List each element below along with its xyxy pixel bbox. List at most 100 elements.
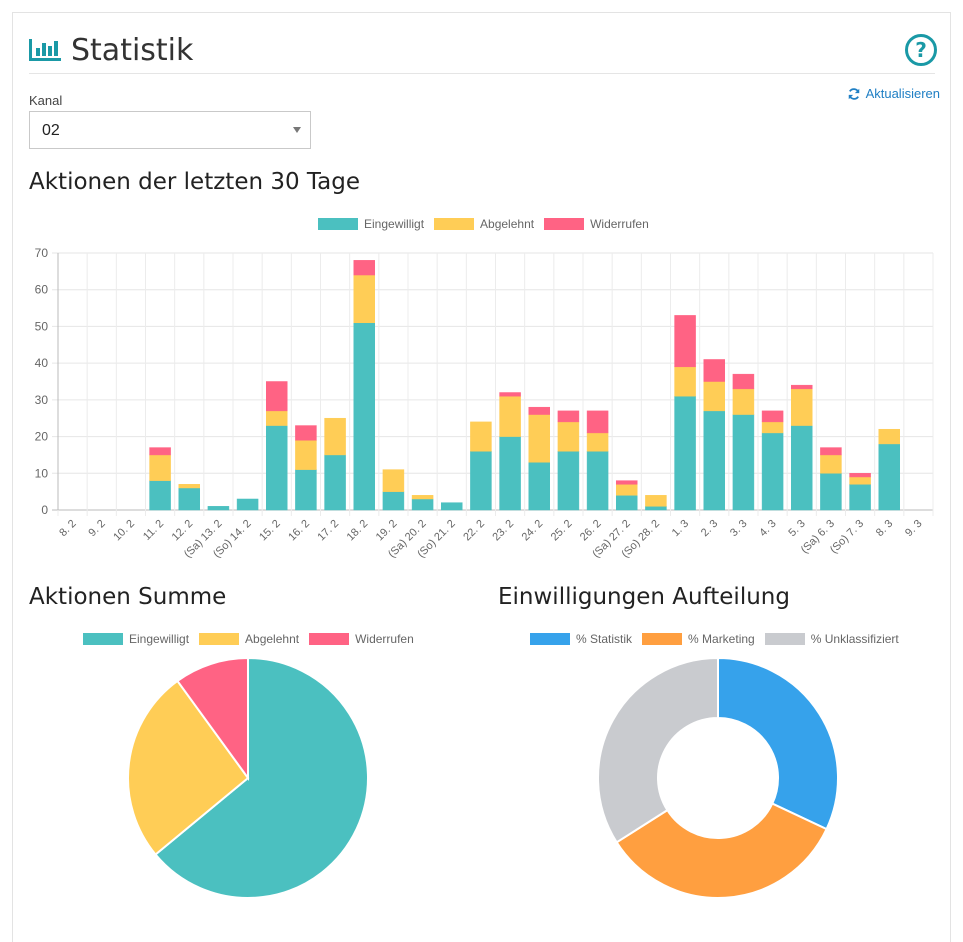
donut-legend-label: % Unklassifiziert	[810, 632, 899, 646]
y-tick-label: 70	[35, 246, 49, 260]
bar-eingewilligt-4-3[interactable]	[761, 432, 784, 511]
bar-abgelehnt-sa-27-2[interactable]	[616, 484, 638, 496]
bar-eingewilligt-5-3[interactable]	[791, 425, 813, 511]
bar-legend-item-widerrufen[interactable]: Widerrufen	[544, 217, 649, 231]
x-tick-label: 10. 2	[111, 518, 137, 544]
donut-legend-item-unklassifiziert[interactable]: % Unklassifiziert	[764, 632, 899, 646]
bar-abgelehnt-23-2[interactable]	[499, 395, 521, 437]
pie-legend-swatch	[83, 633, 123, 645]
bar-eingewilligt-so-28-2[interactable]	[645, 506, 667, 511]
bar-eingewilligt-23-2[interactable]	[499, 436, 521, 511]
bar-abgelehnt-so-28-2[interactable]	[645, 495, 667, 507]
bar-widerrufen-18-2[interactable]	[353, 260, 375, 276]
bar-eingewilligt-8-3[interactable]	[878, 443, 900, 511]
bar-widerrufen-1-3[interactable]	[674, 315, 696, 368]
kanal-select[interactable]: 02	[29, 111, 311, 149]
bar-abgelehnt-26-2[interactable]	[586, 432, 609, 452]
bar-abgelehnt-16-2[interactable]	[295, 439, 317, 470]
pie-legend-item-abgelehnt[interactable]: Abgelehnt	[199, 632, 299, 646]
bar-abgelehnt-22-2[interactable]	[470, 421, 492, 452]
bar-eingewilligt-1-3[interactable]	[674, 395, 696, 511]
donut-slice-statistik[interactable]	[717, 656, 839, 831]
bar-eingewilligt-so-7-3[interactable]	[849, 484, 871, 511]
bar-abgelehnt-15-2[interactable]	[266, 410, 288, 426]
donut-legend-item-statistik[interactable]: % Statistik	[530, 632, 632, 646]
bar-abgelehnt-8-3[interactable]	[878, 428, 900, 445]
donut-slice-unklassifiziert[interactable]	[597, 656, 719, 844]
y-tick-label: 50	[35, 319, 49, 333]
bar-widerrufen-11-2[interactable]	[149, 447, 171, 456]
pie-legend-item-widerrufen[interactable]: Widerrufen	[309, 632, 414, 646]
pie-slice-abgelehnt[interactable]	[127, 679, 250, 856]
bar-abgelehnt-so-7-3[interactable]	[849, 476, 871, 485]
bar-eingewilligt-18-2[interactable]	[353, 322, 375, 511]
x-tick-label: 22. 2	[461, 518, 487, 544]
bar-abgelehnt-12-2[interactable]	[178, 484, 200, 489]
bar-widerrufen-5-3[interactable]	[791, 384, 813, 390]
bar-widerrufen-23-2[interactable]	[499, 392, 521, 397]
bar-eingewilligt-sa-6-3[interactable]	[820, 473, 842, 511]
bar-abgelehnt-24-2[interactable]	[528, 414, 550, 463]
bar-abgelehnt-1-3[interactable]	[674, 366, 696, 397]
pie-slice-eingewilligt[interactable]	[154, 656, 369, 899]
bar-eingewilligt-11-2[interactable]	[149, 480, 171, 511]
help-button[interactable]: ?	[905, 34, 937, 66]
bar-legend-item-abgelehnt[interactable]: Abgelehnt	[434, 217, 534, 231]
bar-widerrufen-4-3[interactable]	[761, 410, 784, 423]
bar-eingewilligt-22-2[interactable]	[470, 451, 492, 511]
bar-eingewilligt-15-2[interactable]	[266, 425, 288, 511]
x-tick-label: 18. 2	[345, 518, 371, 544]
bar-eingewilligt-24-2[interactable]	[528, 462, 550, 511]
bar-widerrufen-sa-27-2[interactable]	[616, 480, 638, 485]
bar-abgelehnt-4-3[interactable]	[761, 421, 784, 434]
bar-eingewilligt-so-14-2[interactable]	[236, 498, 259, 511]
bar-widerrufen-sa-6-3[interactable]	[820, 447, 842, 456]
donut-legend-swatch	[530, 633, 570, 645]
refresh-button[interactable]: Aktualisieren	[847, 86, 940, 101]
bar-widerrufen-25-2[interactable]	[557, 410, 580, 423]
bar-eingewilligt-so-21-2[interactable]	[441, 502, 463, 511]
bar-eingewilligt-sa-20-2[interactable]	[411, 498, 434, 511]
bar-abgelehnt-11-2[interactable]	[149, 454, 171, 481]
y-tick-label: 20	[35, 430, 49, 444]
x-tick-label: 1. 3	[670, 518, 691, 539]
pie-slice-widerrufen[interactable]	[176, 656, 249, 782]
bar-widerrufen-3-3[interactable]	[732, 373, 755, 390]
x-tick-label: 9. 3	[903, 518, 924, 539]
bar-abgelehnt-3-3[interactable]	[732, 388, 755, 415]
bar-eingewilligt-12-2[interactable]	[178, 487, 200, 511]
bar-eingewilligt-16-2[interactable]	[295, 469, 317, 511]
bar-eingewilligt-sa-13-2[interactable]	[207, 506, 230, 511]
bar-eingewilligt-25-2[interactable]	[557, 451, 580, 511]
bar-chart-title: Aktionen der letzten 30 Tage	[29, 169, 361, 195]
bar-widerrufen-2-3[interactable]	[703, 359, 725, 382]
bar-abgelehnt-19-2[interactable]	[382, 469, 405, 492]
bar-abgelehnt-sa-6-3[interactable]	[820, 454, 842, 474]
bar-widerrufen-so-7-3[interactable]	[849, 473, 871, 478]
bar-eingewilligt-2-3[interactable]	[703, 410, 725, 511]
bar-widerrufen-26-2[interactable]	[586, 410, 609, 434]
bar-eingewilligt-17-2[interactable]	[324, 454, 346, 511]
statistics-panel: Statistik ? Aktualisieren Kanal 02 Aktio…	[12, 12, 951, 942]
bar-eingewilligt-3-3[interactable]	[732, 414, 755, 511]
bar-abgelehnt-18-2[interactable]	[353, 274, 375, 324]
bar-widerrufen-24-2[interactable]	[528, 406, 550, 415]
donut-slice-marketing[interactable]	[615, 802, 828, 899]
bar-widerrufen-16-2[interactable]	[295, 425, 317, 441]
bar-eingewilligt-19-2[interactable]	[382, 491, 405, 511]
bar-abgelehnt-sa-20-2[interactable]	[411, 495, 434, 500]
bar-legend-item-eingewilligt[interactable]: Eingewilligt	[318, 217, 424, 231]
x-tick-label: 24. 2	[520, 518, 546, 544]
bar-abgelehnt-2-3[interactable]	[703, 381, 725, 412]
x-tick-label: 26. 2	[578, 518, 604, 544]
pie-legend-item-eingewilligt[interactable]: Eingewilligt	[83, 632, 189, 646]
donut-legend-item-marketing[interactable]: % Marketing	[642, 632, 755, 646]
bar-eingewilligt-26-2[interactable]	[586, 451, 609, 511]
donut-legend-label: % Statistik	[576, 632, 633, 646]
bar-widerrufen-15-2[interactable]	[266, 381, 288, 412]
bar-abgelehnt-17-2[interactable]	[324, 417, 346, 456]
bar-eingewilligt-sa-27-2[interactable]	[616, 495, 638, 511]
bar-abgelehnt-5-3[interactable]	[791, 388, 813, 426]
bar-abgelehnt-25-2[interactable]	[557, 421, 580, 452]
